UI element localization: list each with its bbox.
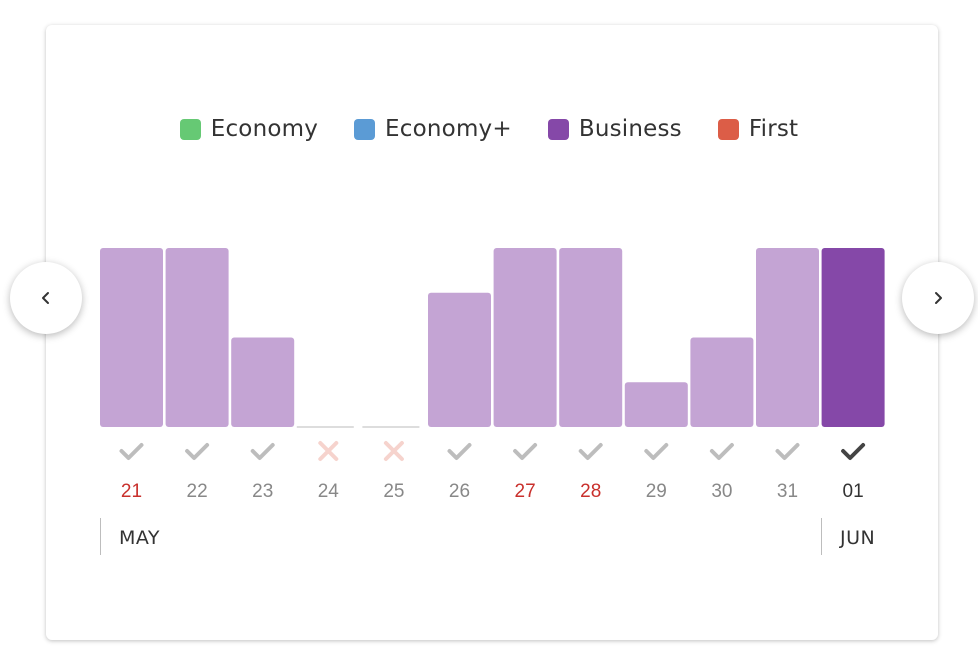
date-column-27[interactable]: 27	[493, 248, 557, 502]
day-label-30: 30	[711, 481, 732, 502]
fare-bar[interactable]	[559, 248, 623, 427]
date-column-24[interactable]: 24	[296, 426, 354, 502]
fare-bar[interactable]	[296, 426, 354, 428]
available-check-icon	[841, 443, 866, 460]
legend-item-business: Business	[547, 116, 682, 142]
fare-class-legend: Economy Economy+ Business First	[0, 113, 978, 145]
available-check-icon	[644, 443, 669, 460]
legend-swatch-business	[547, 118, 569, 140]
day-label-24: 24	[318, 481, 340, 502]
legend-item-economy-plus: Economy+	[354, 116, 512, 142]
date-column-22[interactable]: 22	[165, 248, 229, 502]
legend-item-first: First	[717, 116, 799, 142]
available-check-icon	[185, 443, 210, 460]
available-check-icon	[775, 443, 800, 460]
date-column-25[interactable]: 25	[362, 426, 420, 502]
month-divider-jun	[821, 518, 822, 555]
fare-bar[interactable]	[362, 426, 420, 428]
fare-bar[interactable]	[756, 248, 819, 427]
fare-bar[interactable]	[690, 337, 754, 428]
legend-swatch-first	[717, 118, 739, 140]
legend-swatch-economy-plus	[354, 118, 376, 140]
legend-item-economy: Economy	[179, 116, 319, 142]
date-column-21[interactable]: 21	[100, 248, 163, 502]
day-label-27: 27	[515, 481, 536, 502]
previous-dates-button[interactable]	[10, 262, 82, 334]
legend-label-business: Business	[578, 116, 682, 142]
date-column-01[interactable]: 01	[821, 248, 885, 502]
date-column-28[interactable]: 28	[559, 248, 623, 502]
fare-bar[interactable]	[821, 248, 885, 427]
month-label-may: MAY	[119, 527, 161, 549]
unavailable-cross-icon	[383, 441, 404, 461]
legend-label-economy: Economy	[210, 116, 319, 142]
day-label-25: 25	[383, 481, 404, 502]
available-check-icon	[250, 443, 275, 460]
day-label-21: 21	[121, 481, 142, 502]
day-label-26: 26	[449, 481, 470, 502]
day-label-23: 23	[252, 481, 273, 502]
day-label-01: 01	[843, 481, 864, 502]
fare-bar[interactable]	[100, 248, 163, 427]
available-check-icon	[119, 443, 144, 460]
unavailable-cross-icon	[318, 441, 339, 461]
legend-label-first: First	[748, 116, 799, 142]
legend-swatch-economy	[179, 118, 201, 140]
chevron-right-icon	[935, 292, 942, 304]
fare-bar[interactable]	[624, 382, 688, 427]
available-check-icon	[578, 443, 603, 460]
fare-bar[interactable]	[231, 337, 295, 428]
day-label-31: 31	[777, 481, 798, 502]
available-check-icon	[513, 443, 538, 460]
date-column-26[interactable]: 26	[428, 292, 491, 502]
day-label-28: 28	[580, 481, 601, 502]
chevron-left-icon	[42, 292, 49, 304]
month-label-jun: JUN	[840, 527, 876, 549]
date-column-30[interactable]: 30	[690, 337, 754, 503]
fare-bar[interactable]	[428, 292, 491, 427]
next-dates-button[interactable]	[902, 262, 974, 334]
available-check-icon	[447, 443, 472, 460]
available-check-icon	[709, 443, 734, 460]
fare-bar[interactable]	[165, 248, 229, 427]
date-column-31[interactable]: 31	[756, 248, 819, 502]
fare-bar[interactable]	[493, 248, 557, 427]
day-label-22: 22	[187, 481, 208, 502]
legend-label-economy-plus: Economy+	[385, 116, 512, 142]
date-column-29[interactable]: 29	[624, 382, 688, 502]
date-column-23[interactable]: 23	[231, 337, 295, 503]
month-divider-may	[100, 518, 101, 555]
day-label-29: 29	[646, 481, 667, 502]
